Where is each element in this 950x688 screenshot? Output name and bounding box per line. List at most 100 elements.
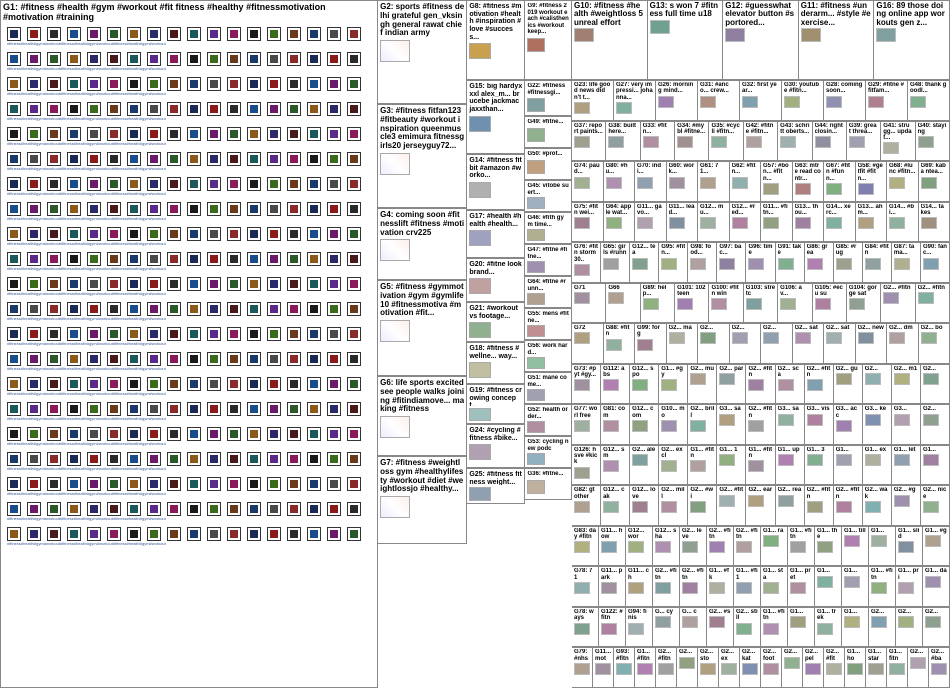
node-icon [147, 477, 161, 491]
node-icon [287, 302, 301, 316]
g1-row: #fitness#health#gym#workout#fitness#heal… [7, 177, 371, 196]
group-cell: G81: com [601, 404, 630, 445]
group-title: G12... spo [632, 366, 656, 379]
group-title: G122: #fitn [601, 609, 623, 622]
group-cell: G12... sm [601, 445, 630, 486]
group-thumbnail [527, 453, 545, 465]
g1-row-label: #fitness#health#gym#workout#fitness#heal… [7, 92, 371, 96]
node-icon [147, 402, 161, 416]
group-title: G1... ra [763, 528, 785, 534]
group-cell: G106: av... [778, 283, 812, 324]
group-cell: G11... how [599, 526, 626, 567]
group-title: G1... #gy [661, 366, 685, 379]
group-thumbnail [616, 102, 632, 114]
group-title: G96: time [748, 244, 772, 257]
node-icon [47, 527, 61, 541]
node-icon [7, 302, 21, 316]
group-thumbnail [871, 535, 887, 547]
group-title: G1... [790, 609, 812, 615]
group-title: G1... #fitn [871, 568, 893, 581]
group-title: G66 [608, 285, 637, 291]
node-icon [87, 277, 101, 291]
group-title: G1... pret [790, 568, 812, 581]
node-icon [27, 377, 41, 391]
group-title: G11... ch [628, 568, 650, 581]
node-icon [187, 52, 201, 66]
group-title: G55: mens #fitne... [527, 311, 569, 323]
group-cell: G2... dm [887, 323, 919, 364]
group-cell: G2... ear [746, 485, 775, 526]
group-cell: G20: #fitne look brand... [467, 258, 525, 302]
group-title: G73: #pyt #gy... [574, 366, 598, 379]
group-cell: G1... #fitn [746, 445, 775, 486]
group-cell: G2... #fitn [916, 283, 950, 324]
group-thumbnail [836, 373, 852, 385]
group-thumbnail [790, 616, 806, 628]
group-cell: G8: #fitness #motivation #health #inspir… [467, 0, 525, 80]
node-icon [327, 277, 341, 291]
group-cell: G11... ch [626, 566, 653, 607]
group-thumbnail [894, 373, 910, 385]
group-title: G2... nice [923, 487, 947, 500]
node-icon [347, 177, 361, 191]
group-cell: G78: ways [572, 607, 599, 648]
group-thumbnail [661, 420, 677, 432]
group-cell: G2... #fit [824, 647, 845, 688]
node-icon [247, 427, 261, 441]
node-icon [347, 77, 361, 91]
group-cell: G2... #fitn [653, 566, 680, 607]
group-title: G67: #fitn #funn... [826, 163, 853, 182]
group-cell: G3... ke [863, 404, 892, 445]
node-icon [127, 302, 141, 316]
group-cell: G38: built here... [606, 121, 640, 162]
group-title: G2... [910, 649, 926, 655]
node-icon [307, 202, 321, 216]
group-thumbnail [858, 183, 874, 195]
node-icon [247, 177, 261, 191]
group-thumbnail [574, 28, 594, 42]
g1-row-label: #fitness#health#gym#workout#fitness#heal… [7, 167, 371, 171]
group-title: G47: #fitne #fitne... [527, 247, 569, 259]
g1-row: #fitness#health#gym#workout#fitness#heal… [7, 252, 371, 271]
group-thumbnail [725, 28, 745, 42]
group-cell: G11... park [599, 566, 626, 607]
group-cell: G2... [698, 323, 730, 364]
group-title: G58: #getfit #fitn... [858, 163, 885, 182]
node-icon [107, 352, 121, 366]
node-icon [127, 102, 141, 116]
node-icon [347, 277, 361, 291]
group-thumbnail [889, 663, 905, 675]
node-icon [227, 402, 241, 416]
group-thumbnail [606, 339, 622, 351]
group-cell: G79: #nhs [572, 647, 593, 688]
group-cell: G112: abs [601, 364, 630, 405]
group-thumbnail [700, 217, 716, 229]
group-cell: G57: #bon... #fitn... [761, 161, 793, 202]
node-icon [347, 302, 361, 316]
group-thumbnail [469, 43, 491, 59]
group-thumbnail [603, 460, 619, 472]
node-icon [147, 202, 161, 216]
group-thumbnail [709, 616, 725, 628]
group-cell: G77: worl free [572, 404, 601, 445]
group-thumbnail [795, 332, 811, 344]
group-cell: G1... star [866, 647, 887, 688]
group-thumbnail [817, 623, 833, 635]
node-icon [207, 502, 221, 516]
node-icon [327, 102, 341, 116]
node-icon [167, 527, 181, 541]
node-icon [127, 427, 141, 441]
node-icon [67, 377, 81, 391]
node-icon [307, 377, 321, 391]
g1-row: #fitness#health#gym#workout#fitness#heal… [7, 477, 371, 496]
node-icon [87, 327, 101, 341]
node-icon [107, 502, 121, 516]
group-title: G1... [844, 568, 866, 574]
node-icon [7, 377, 21, 391]
group-cell: G2... [677, 647, 698, 688]
node-icon [227, 452, 241, 466]
group-thumbnail [910, 96, 926, 108]
group-cell: G30: youtube #fitn... [782, 80, 824, 121]
node-icon [127, 527, 141, 541]
group-cell: G2... [782, 647, 803, 688]
